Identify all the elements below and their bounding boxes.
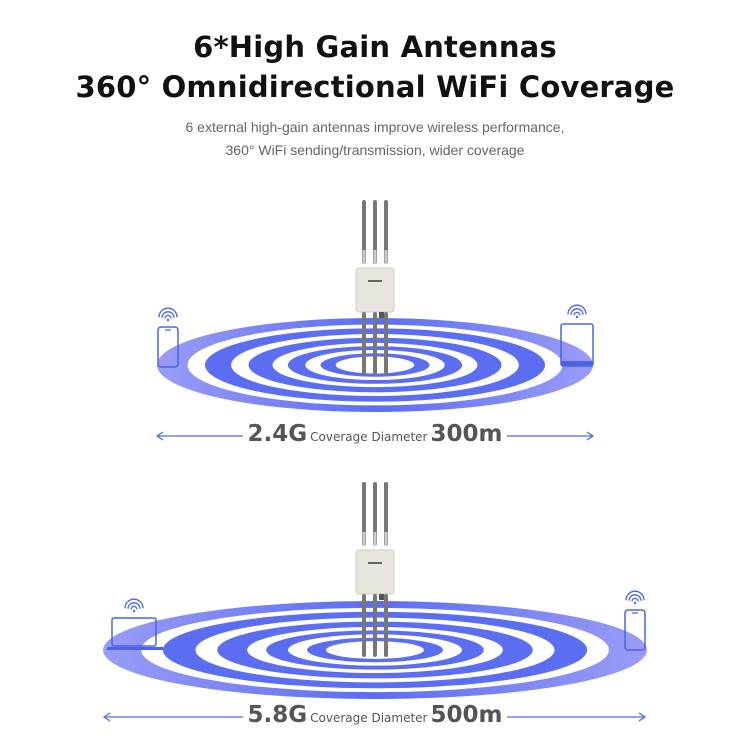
antenna-bottom (362, 594, 366, 657)
wifi-dot (575, 315, 579, 319)
antenna-bottom (384, 312, 388, 375)
subtitle-line-2: 360° WiFi sending/transmission, wider co… (225, 142, 525, 158)
wifi-icon (625, 590, 645, 605)
arrow-left (102, 712, 243, 722)
wifi-arc (124, 598, 144, 609)
arrow-head (586, 431, 595, 441)
title-line-2: 360° Omnidirectional WiFi Coverage (75, 70, 675, 104)
wifi-arc (567, 304, 587, 315)
arrow-left (155, 431, 243, 441)
arrow-right (507, 712, 647, 722)
antenna-joint (384, 532, 388, 546)
router-logo (368, 280, 382, 282)
wifi-arc (158, 307, 178, 318)
wifi-dot (166, 318, 170, 322)
laptop-screen (111, 617, 157, 647)
phone-icon (624, 590, 646, 651)
antenna-joint (373, 250, 377, 264)
phone-body (157, 326, 179, 368)
wifi-arc (570, 308, 584, 315)
router-image (355, 482, 395, 657)
antenna-joint (384, 250, 388, 264)
wifi-icon (124, 598, 144, 613)
router-image (355, 200, 395, 375)
antenna-joint (373, 532, 377, 546)
tablet-bar (561, 361, 593, 366)
subtitle-line-1: 6 external high-gain antennas improve wi… (185, 119, 565, 135)
antenna-top (362, 482, 366, 546)
wifi-arc (161, 311, 175, 318)
antenna-top (373, 482, 377, 546)
caption-58g: 5.8G Coverage Diameter 500m (0, 702, 750, 728)
router-box (355, 549, 395, 595)
antenna-bottom (373, 312, 377, 375)
antenna-bottom (384, 594, 388, 657)
phone-body (624, 609, 646, 651)
distance-label: 300m (430, 421, 503, 447)
antenna-joint (362, 532, 366, 546)
wifi-arc (130, 605, 138, 610)
router-port (379, 594, 384, 600)
band-label: 2.4G (247, 421, 308, 447)
title-line-1: 6*High Gain Antennas (193, 30, 557, 64)
arrow-head (155, 431, 164, 441)
router-logo (368, 562, 382, 564)
arrow-head (102, 712, 111, 722)
antenna-bottom (373, 594, 377, 657)
antenna-bottom (362, 312, 366, 375)
wifi-icon (158, 307, 178, 322)
wifi-arc (127, 602, 141, 609)
wifi-arc (628, 594, 642, 601)
arrow-right (507, 431, 595, 441)
router-port (379, 312, 384, 318)
wifi-arc (625, 590, 645, 601)
antenna-top (373, 200, 377, 264)
phone-icon (157, 307, 179, 368)
wifi-dot (633, 601, 637, 605)
antenna-top (362, 200, 366, 264)
tablet-icon (560, 304, 594, 367)
laptop-icon (107, 598, 163, 650)
arrow-head (638, 712, 647, 722)
wifi-arc (573, 311, 581, 316)
wifi-arc (631, 597, 639, 602)
scene-band_58 (102, 482, 647, 722)
coverage-label: Coverage Diameter (310, 430, 428, 444)
router-box (355, 267, 395, 313)
wifi-arc (164, 314, 172, 319)
antenna-top (384, 482, 388, 546)
laptop-base (107, 647, 163, 650)
distance-label: 500m (430, 702, 503, 728)
wifi-dot (132, 609, 136, 613)
caption-24g: 2.4G Coverage Diameter 300m (0, 421, 750, 447)
band-label: 5.8G (247, 702, 308, 728)
scene-band_24 (155, 200, 595, 441)
antenna-joint (362, 250, 366, 264)
coverage-label: Coverage Diameter (310, 711, 428, 725)
wifi-icon (567, 304, 587, 319)
antenna-top (384, 200, 388, 264)
